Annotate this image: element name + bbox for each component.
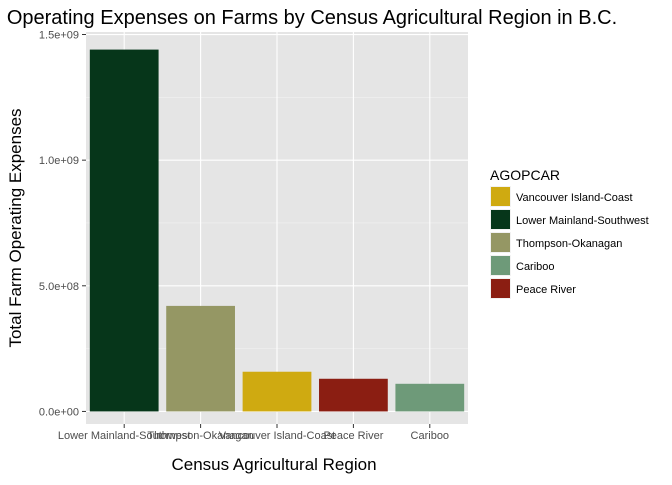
x-axis-title: Census Agricultural Region <box>171 455 376 474</box>
legend-label: Thompson-Okanagan <box>516 238 622 250</box>
y-axis-title: Total Farm Operating Expenses <box>6 108 25 347</box>
legend-swatch <box>491 233 510 252</box>
axes: 0.0e+00 5.0e+08 1.0e+09 1.5e+09 Lower Mainla… <box>39 30 449 442</box>
x-tick-label: Vancouver Island-Coast <box>219 430 336 442</box>
legend-swatch <box>491 187 510 206</box>
chart-title: Operating Expenses on Farms by Census Ag… <box>7 7 617 29</box>
bar <box>89 49 159 412</box>
bar <box>319 378 388 412</box>
legend-swatch <box>491 210 510 229</box>
y-tick-label: 1.5e+09 <box>39 30 79 42</box>
legend-swatch <box>491 256 510 275</box>
legend-label: Peace River <box>516 284 576 296</box>
bar <box>242 371 312 412</box>
legend: AGOPCAR Vancouver Island-Coast Lower Main… <box>490 167 649 299</box>
bar <box>395 383 465 412</box>
bars <box>89 49 465 412</box>
legend-title: AGOPCAR <box>490 167 560 183</box>
y-tick-label: 5.0e+08 <box>39 281 79 293</box>
y-tick-label: 1.0e+09 <box>39 155 79 167</box>
x-tick-label: Cariboo <box>411 430 450 442</box>
x-tick-label: Thompson-Okanagan <box>147 430 253 442</box>
legend-label: Vancouver Island-Coast <box>516 192 633 204</box>
legend-label: Lower Mainland-Southwest <box>516 215 649 227</box>
legend-swatch <box>491 279 510 298</box>
y-tick-label: 0.0e+00 <box>39 406 79 418</box>
x-tick-label: Lower Mainland-Southwest <box>58 430 191 442</box>
bar <box>166 305 235 412</box>
legend-label: Cariboo <box>516 261 555 273</box>
x-tick-label: Peace River <box>323 430 383 442</box>
